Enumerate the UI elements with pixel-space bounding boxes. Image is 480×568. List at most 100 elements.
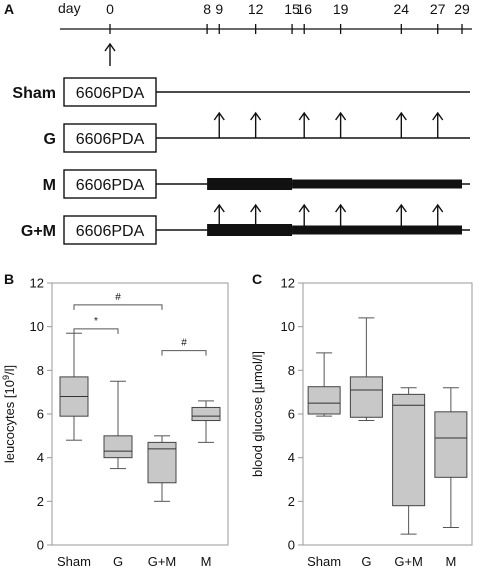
day-tick-label: 27 [430,1,446,17]
y-axis-label: blood glucose [µmol/l] [250,351,265,477]
y-tick-label: 6 [37,407,44,422]
timeline-row-g: G 6606PDA [44,111,470,153]
group-name-label: G [44,131,56,148]
panel-b-chart: B 0 2 4 6 8 10 12 leucocytes [109/l] Sham G G+M M * #… [1,271,229,568]
panel-letter-a: A [4,1,14,17]
box-body [307,386,341,415]
treatment-arrow-icon-head [250,203,262,213]
treatment-arrow-icon [213,203,225,230]
significance-label: # [181,338,187,349]
y-axis-label-superscript: 9 [1,375,11,380]
box-body [191,406,221,422]
tumor-inoculation-label: 6606PDA [76,131,145,148]
y-tick-label: 8 [37,363,44,378]
tumor-inoculation-label: 6606PDA [76,177,145,194]
treatment-arrow-icon [335,203,347,230]
treatment-bar [292,225,462,235]
significance-bracket [73,328,119,334]
group-name-label: Sham [12,85,56,102]
box-sham [59,332,89,441]
y-tick-label: 2 [288,494,295,509]
panel-letter-c: C [252,271,262,287]
y-axis-label-unit: /l] [2,365,17,375]
treatment-bar [207,178,293,190]
day-tick-label: 9 [215,1,223,17]
treatment-arrow-icon [250,111,262,138]
y-tick-label: 12 [281,276,295,291]
treatment-arrow-icon-head [335,111,347,121]
tumor-inoculation-box [63,215,157,245]
timeline-row-sham: Sham 6606PDA [12,77,470,107]
y-axis-label: leucocytes [109/l] [1,365,17,463]
treatment-arrow-icon-head [335,203,347,213]
timeline-day-label: day [58,0,81,16]
x-tick-label: G+M [148,554,177,568]
box-gplusm [392,387,426,535]
panel-letter-b: B [4,271,14,287]
x-tick-label: G+M [394,554,423,568]
treatment-arrow-icon-head [298,203,310,213]
treatment-arrow-icon-head [395,203,407,213]
start-arrow-icon [104,42,116,66]
treatment-arrow-icon [298,111,310,138]
day-tick-label: 24 [394,1,410,17]
tumor-inoculation-box [63,77,157,107]
significance-label: # [115,292,121,303]
day-tick-label: 16 [296,1,312,17]
treatment-bar [292,179,462,189]
x-tick-label: G [361,554,371,568]
group-name-label: M [43,177,56,194]
box-body [349,376,383,418]
box-body [392,393,426,507]
chart-c-plot: 0 2 4 6 8 10 12 blood glucose [µmol/l] Sham G G+M M [250,276,473,568]
treatment-arrow-icon-head [213,203,225,213]
significance-bracket [161,350,207,356]
treatment-arrow-icon [395,111,407,138]
treatment-arrow-icon-head [432,111,444,121]
box-m [191,400,221,443]
chart-b-plot: 0 2 4 6 8 10 12 leucocytes [109/l] Sham G G+M M * # # [1,276,229,568]
treatment-arrow-icon [213,111,225,138]
day-tick-label: 0 [106,1,114,17]
y-axis-label-main: leucocytes [10 [2,380,17,463]
y-axis-label-main: blood glucose [µmol/l] [250,351,265,477]
treatment-arrow-icon-head [298,111,310,121]
day-tick-label: 12 [248,1,264,17]
day-tick-label: 8 [203,1,211,17]
y-tick-label: 6 [288,407,295,422]
panel-c-chart: C 0 2 4 6 8 10 12 blood glucose [µmol/l] Sham G G+… [250,271,473,568]
treatment-bar [207,224,293,236]
y-tick-label: 10 [30,319,44,334]
tumor-inoculation-label: 6606PDA [76,85,145,102]
y-tick-label: 0 [37,538,44,553]
treatment-arrow-icon [432,111,444,138]
box-g [349,317,383,422]
treatment-arrow-icon-head [395,111,407,121]
timeline-row-gplusm: G+M 6606PDA [21,203,470,245]
y-tick-label: 8 [288,363,295,378]
box-m [434,387,468,529]
x-tick-label: M [201,554,212,568]
x-tick-label: M [445,554,456,568]
box-body [434,411,468,478]
treatment-arrow-icon-head [432,203,444,213]
day-tick-label: 29 [454,1,470,17]
treatment-arrow-icon-head [250,111,262,121]
box-gplusm [147,435,177,502]
treatment-arrow-icon [298,203,310,230]
treatment-arrow-icon [335,111,347,138]
significance-label: * [94,316,98,327]
treatment-arrow-icon [432,203,444,230]
start-arrow-head [104,42,116,52]
x-tick-label: Sham [57,554,91,568]
x-tick-label: Sham [307,554,341,568]
timeline-group-rows: Sham 6606PDA G 6606PDA M 6606PDA G+M 6606PDA [12,77,470,245]
y-tick-label: 0 [288,538,295,553]
tumor-inoculation-box [63,169,157,199]
tumor-inoculation-label: 6606PDA [76,223,145,240]
treatment-arrow-icon [250,203,262,230]
y-tick-label: 4 [288,450,295,465]
